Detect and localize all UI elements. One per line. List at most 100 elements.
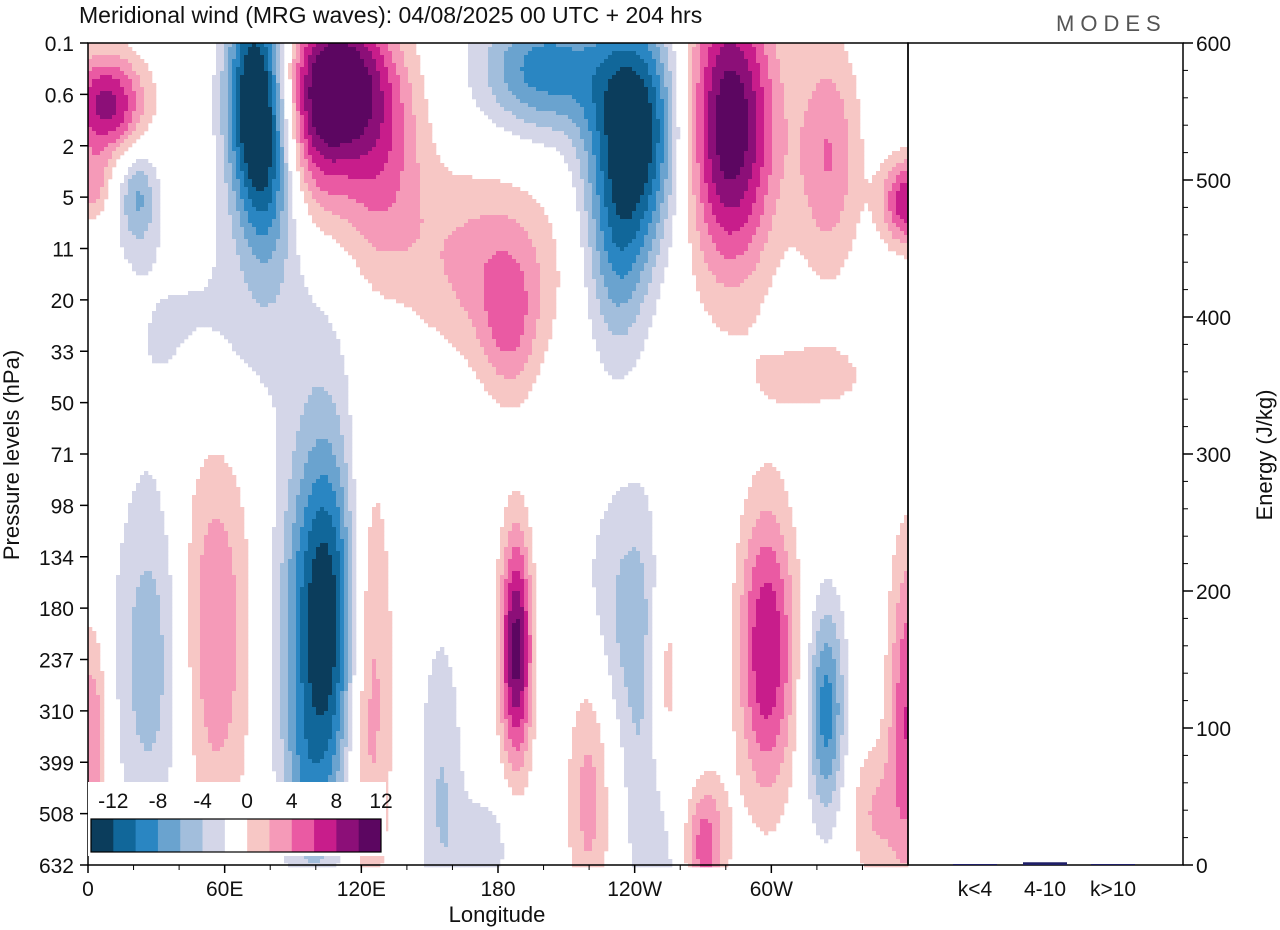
heatmap-cell <box>256 67 260 71</box>
heatmap-cell <box>216 71 220 75</box>
heatmap-cell <box>260 59 264 63</box>
heatmap-cell <box>296 83 300 87</box>
heatmap-cell <box>244 51 248 55</box>
heatmap-cell <box>720 75 724 79</box>
heatmap-cell <box>300 75 304 79</box>
heatmap-cell <box>780 79 784 83</box>
heatmap-cell <box>724 51 728 55</box>
heatmap-cell <box>476 79 480 83</box>
heatmap-cell <box>304 71 308 75</box>
heatmap-cell <box>316 71 320 75</box>
heatmap-cell <box>620 83 624 87</box>
heatmap-cell <box>392 59 396 63</box>
heatmap-cell <box>396 47 400 51</box>
heatmap-cell <box>736 59 740 63</box>
heatmap-cell <box>256 79 260 83</box>
heatmap-cell <box>324 71 328 75</box>
heatmap-cell <box>392 51 396 55</box>
heatmap-cell <box>540 79 544 83</box>
heatmap-cell <box>244 83 248 87</box>
heatmap-cell <box>308 79 312 83</box>
heatmap-cell <box>108 79 112 83</box>
heatmap-cell <box>300 47 304 51</box>
heatmap-cell <box>516 83 520 87</box>
heatmap-cell <box>504 47 508 51</box>
heatmap-cell <box>92 79 96 83</box>
heatmap-cell <box>352 63 356 67</box>
heatmap-cell <box>120 79 124 83</box>
heatmap-cell <box>644 83 648 87</box>
heatmap-cell <box>520 71 524 75</box>
heatmap-cell <box>736 67 740 71</box>
heatmap-cell <box>752 75 756 79</box>
heatmap-cell <box>724 83 728 87</box>
heatmap-cell <box>536 55 540 59</box>
heatmap-cell <box>700 71 704 75</box>
heatmap-cell <box>708 59 712 63</box>
heatmap-cell <box>652 55 656 59</box>
heatmap-cell <box>224 59 228 63</box>
heatmap-cell <box>708 79 712 83</box>
heatmap-cell <box>848 71 852 75</box>
heatmap-cell <box>380 51 384 55</box>
heatmap-cell <box>796 83 800 87</box>
heatmap-cell <box>300 55 304 59</box>
heatmap-cell <box>140 63 144 67</box>
heatmap-cell <box>116 47 120 51</box>
heatmap-cell <box>224 67 228 71</box>
heatmap-cell <box>692 47 696 51</box>
heatmap-cell <box>344 47 348 51</box>
heatmap-cell <box>760 55 764 59</box>
heatmap-cell <box>708 67 712 71</box>
heatmap-cell <box>756 83 760 87</box>
heatmap-cell <box>260 79 264 83</box>
heatmap-cell <box>632 59 636 63</box>
heatmap-cell <box>340 75 344 79</box>
heatmap-cell <box>512 79 516 83</box>
heatmap-cell <box>812 83 816 87</box>
heatmap-cell <box>408 47 412 51</box>
heatmap-cell <box>656 67 660 71</box>
heatmap-cell <box>808 51 812 55</box>
heatmap-cell <box>216 63 220 67</box>
heatmap-cell <box>92 75 96 79</box>
heatmap-cell <box>356 75 360 79</box>
heatmap-cell <box>716 67 720 71</box>
heatmap-cell <box>520 67 524 71</box>
heatmap-cell <box>492 67 496 71</box>
heatmap-cell <box>768 63 772 67</box>
heatmap-cell <box>360 59 364 63</box>
heatmap-cell <box>312 67 316 71</box>
heatmap-cell <box>564 59 568 63</box>
heatmap-cell <box>104 59 108 63</box>
heatmap-cell <box>520 83 524 87</box>
heatmap-cell <box>540 55 544 59</box>
heatmap-cell <box>764 47 768 51</box>
heatmap-cell <box>252 55 256 59</box>
heatmap-cell <box>112 87 116 91</box>
heatmap-cell <box>104 75 108 79</box>
heatmap-cell <box>828 59 832 63</box>
heatmap-cell <box>320 63 324 67</box>
heatmap-cell <box>100 71 104 75</box>
heatmap-cell <box>712 47 716 51</box>
heatmap-cell <box>712 83 716 87</box>
heatmap-cell <box>416 55 420 59</box>
heatmap-cell <box>508 83 512 87</box>
heatmap-cell <box>360 51 364 55</box>
heatmap-cell <box>712 55 716 59</box>
heatmap-cell <box>616 59 620 63</box>
heatmap-cell <box>128 47 132 51</box>
heatmap-cell <box>788 75 792 79</box>
heatmap-cell <box>752 67 756 71</box>
heatmap-cell <box>576 55 580 59</box>
heatmap-cell <box>544 71 548 75</box>
heatmap-cell <box>224 55 228 59</box>
heatmap-cell <box>420 83 424 87</box>
heatmap-cell <box>376 71 380 75</box>
heatmap-cell <box>624 55 628 59</box>
heatmap-cell <box>224 79 228 83</box>
heatmap-cell <box>104 67 108 71</box>
heatmap-cell <box>744 71 748 75</box>
heatmap-cell <box>820 59 824 63</box>
